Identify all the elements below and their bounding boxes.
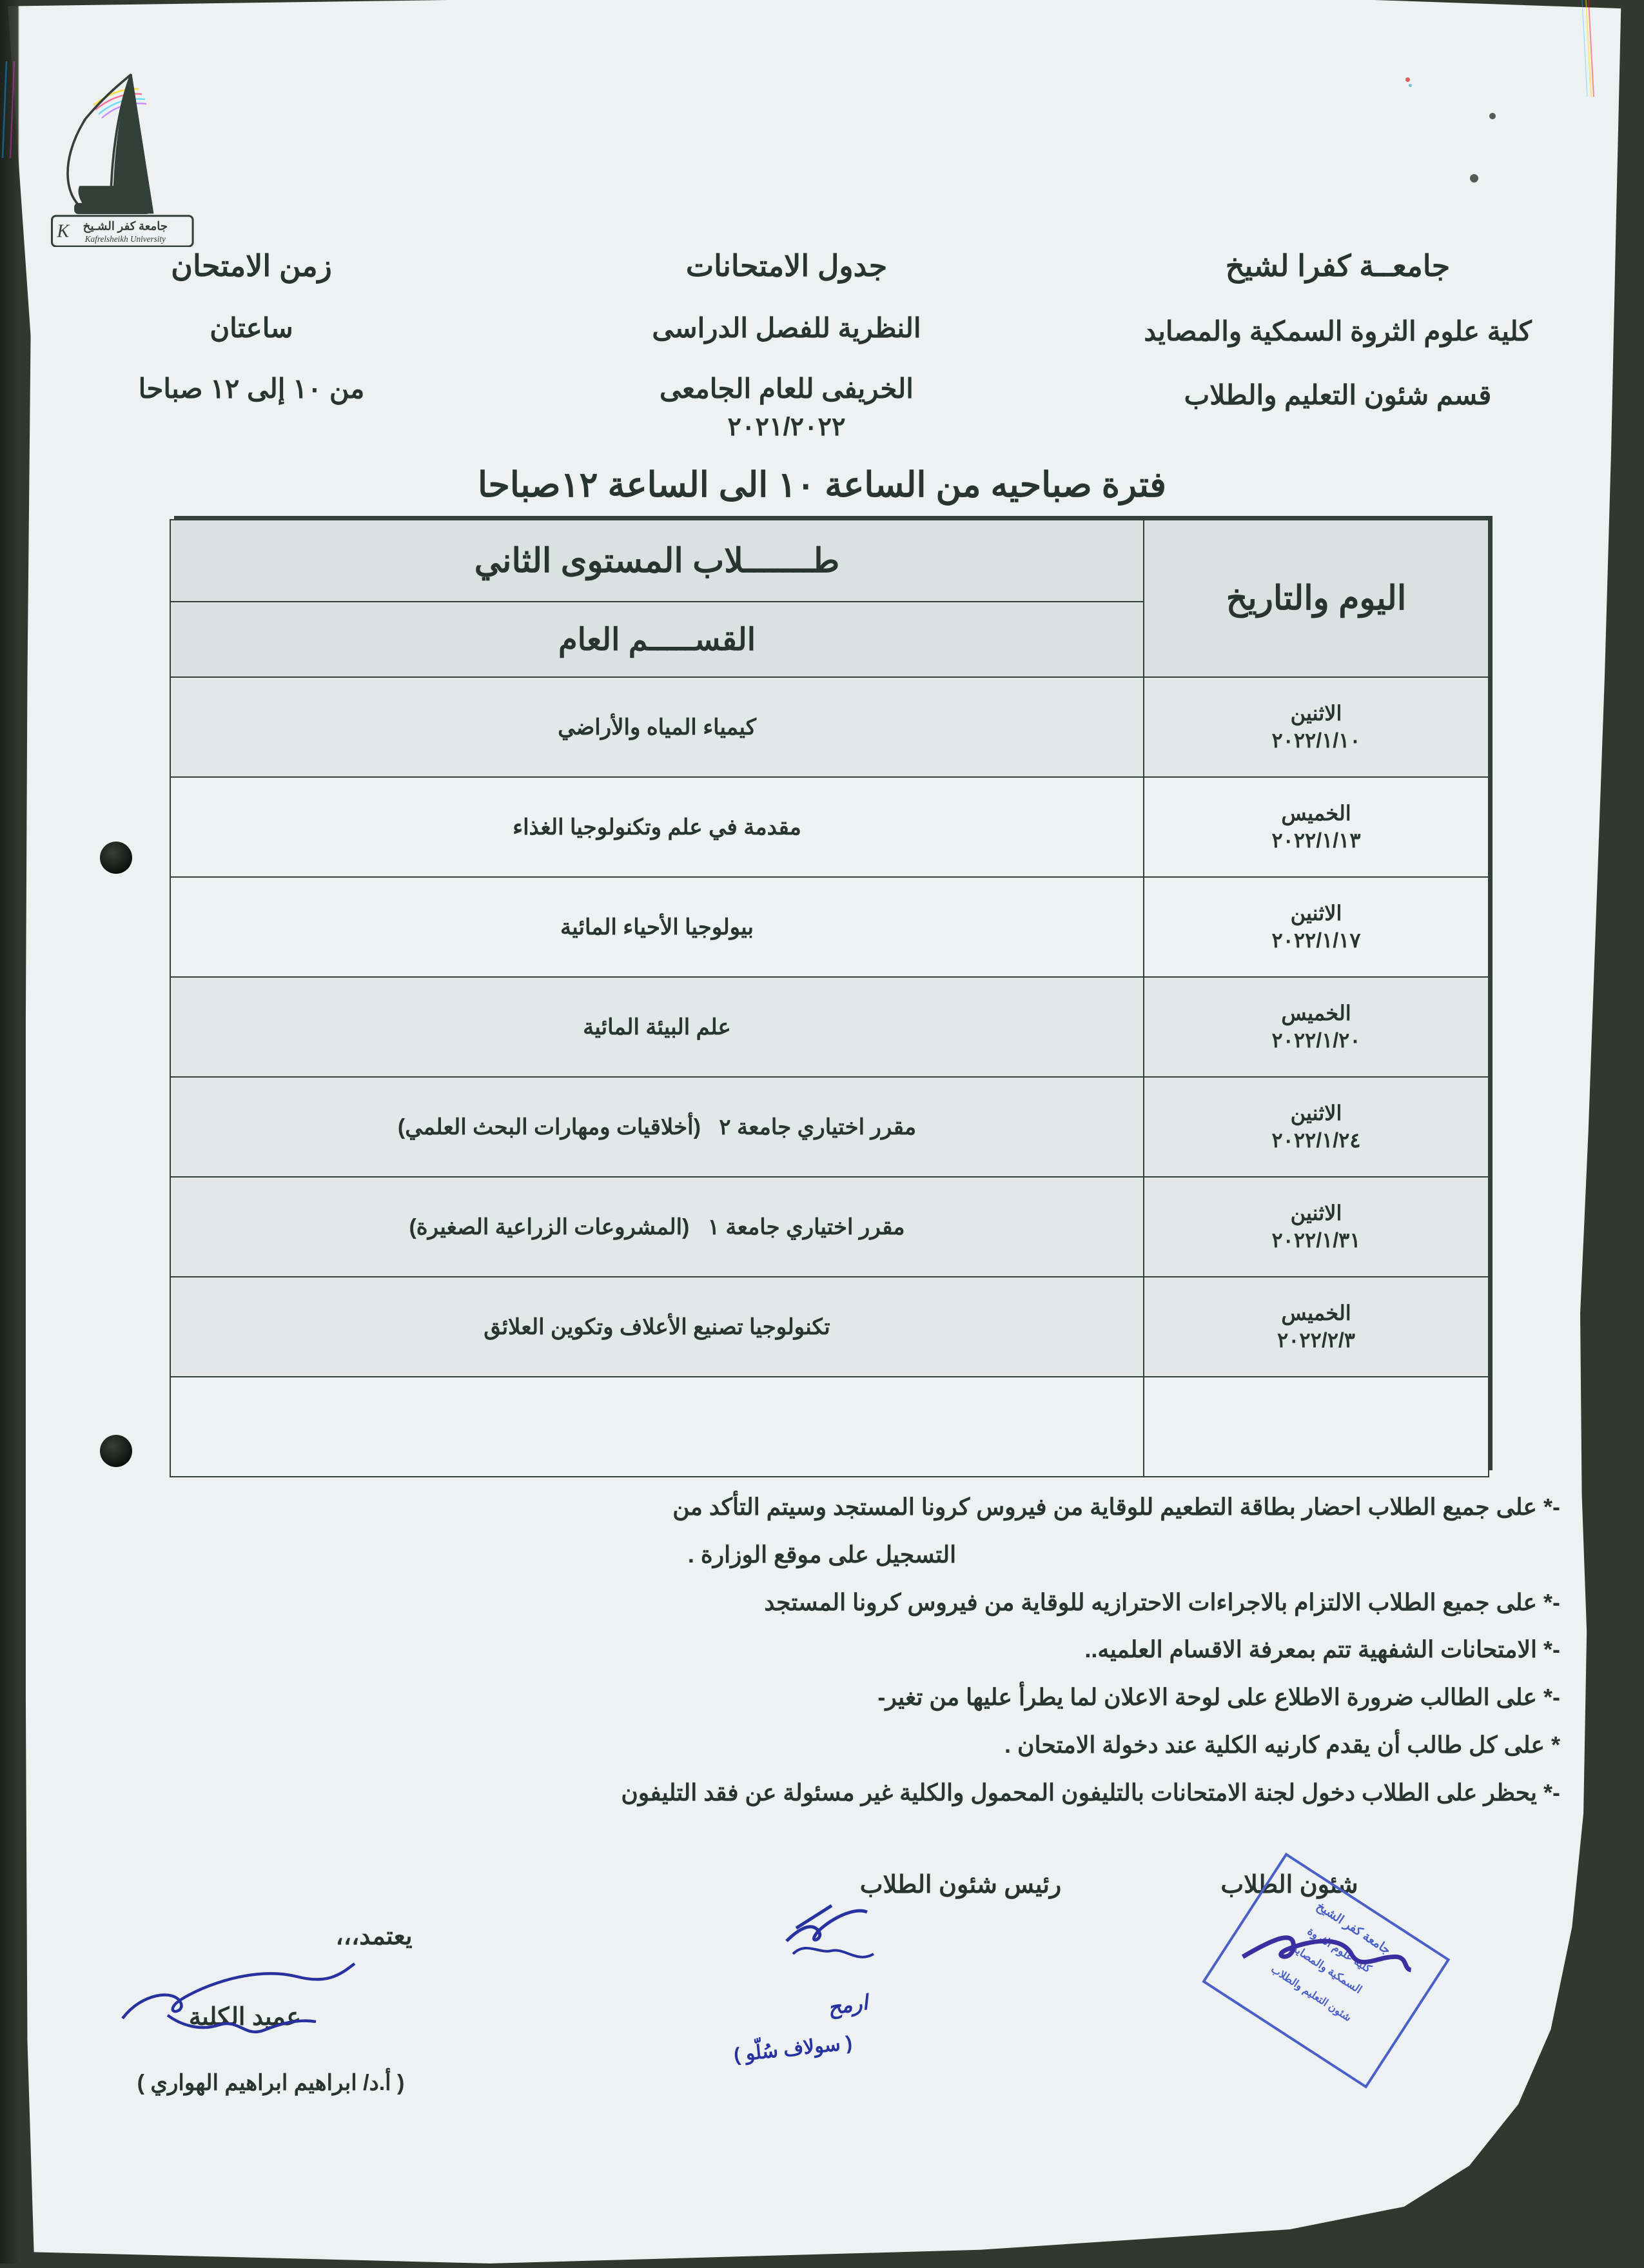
svg-text:K: K	[56, 222, 70, 242]
svg-text:Kafrelsheikh University: Kafrelsheikh University	[84, 234, 166, 244]
svg-text:جامعة كفر الشـيخ: جامعة كفر الشـيخ	[83, 220, 168, 233]
